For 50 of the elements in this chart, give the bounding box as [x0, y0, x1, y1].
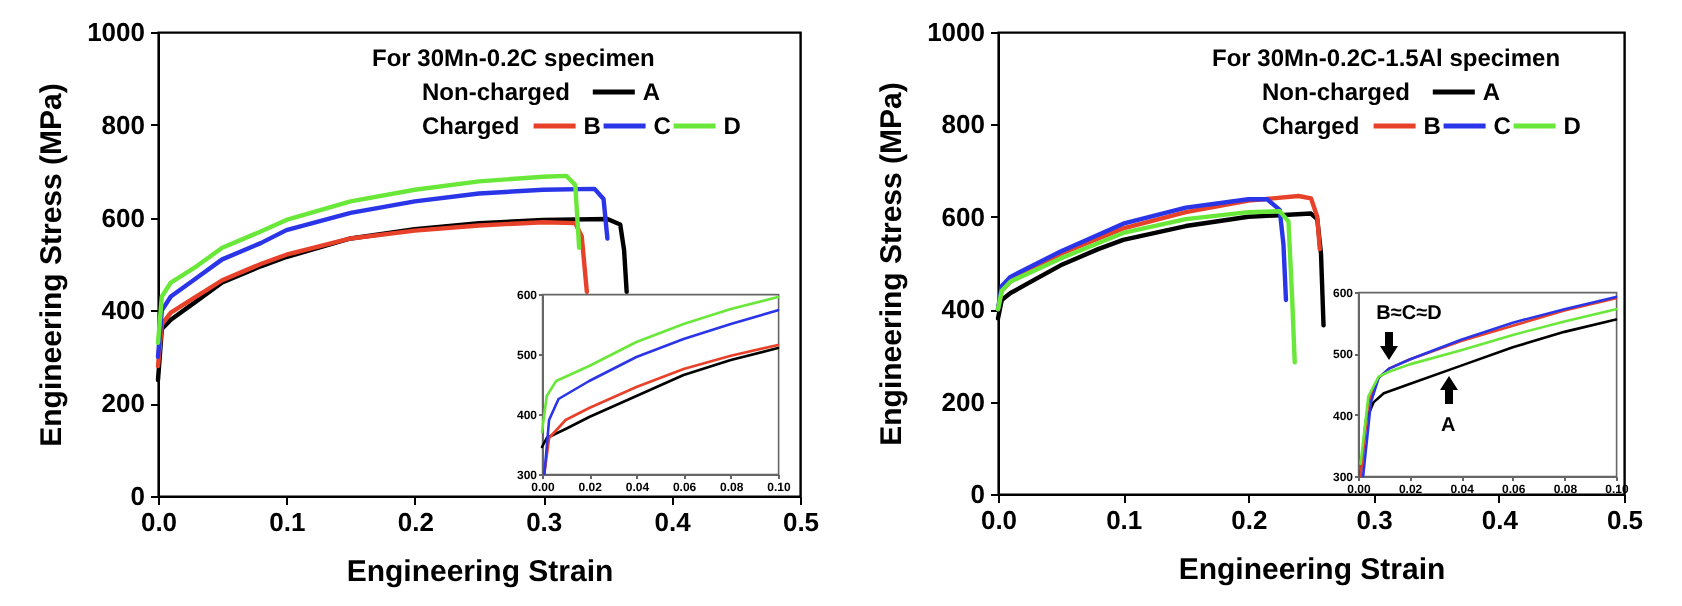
legend-label: B: [1423, 112, 1442, 140]
legend-label: C: [1493, 112, 1512, 140]
line-series: [540, 346, 780, 449]
x-tick-label: 0.2: [397, 507, 434, 537]
annotation: Charged: [422, 112, 520, 140]
legend-label: A: [1482, 78, 1501, 106]
legend-title: For 30Mn-0.2C-1.5Al specimen: [1212, 44, 1561, 72]
y-axis-title: Engineering Stress (MPa): [875, 82, 910, 446]
y-tick-label: 1000: [87, 17, 145, 47]
y-tick-label: 600: [101, 202, 145, 233]
annotation: Charged: [1262, 112, 1360, 140]
y-tick-label: 400: [101, 295, 145, 326]
line-series: [155, 220, 590, 369]
x-tick-label: 0.1: [1106, 505, 1143, 535]
y-tick-label: 1000: [927, 17, 985, 47]
annotation: A: [1441, 414, 1456, 437]
legend-label: D: [723, 112, 742, 140]
annotation: Non-charged: [1262, 78, 1411, 106]
legend-title: For 30Mn-0.2C specimen: [372, 44, 655, 72]
y-tick-label: 400: [941, 294, 985, 325]
line-series: [155, 173, 582, 346]
x-tick-label: 0.2: [1231, 505, 1268, 535]
y-tick-label: 200: [941, 386, 985, 417]
legend-label: B: [583, 112, 602, 140]
legend-label: C: [653, 112, 672, 140]
x-axis-title: Engineering Strain: [346, 555, 614, 589]
x-axis-title: Engineering Strain: [1178, 553, 1446, 587]
legend-label: D: [1563, 112, 1582, 140]
line-series: [995, 209, 1297, 365]
x-tick-label: 0.3: [1356, 505, 1393, 535]
x-tick-label: 0.4: [654, 507, 693, 537]
x-tick-label: 0.5: [782, 507, 820, 537]
annotation: B≈C≈D: [1376, 302, 1442, 325]
y-tick-label: 800: [101, 109, 145, 140]
annotation: Non-charged: [422, 78, 571, 106]
x-tick-label: 0.1: [269, 507, 306, 537]
y-axis-title: Engineering Stress (MPa): [35, 83, 70, 447]
legend-label: A: [642, 78, 661, 106]
line-series: [155, 186, 610, 359]
x-tick-label: 0.4: [1481, 505, 1520, 535]
x-tick-label: 0.0: [140, 507, 178, 537]
x-tick-label: 0.3: [526, 507, 563, 537]
y-tick-label: 800: [941, 109, 985, 140]
y-tick-label: 0: [130, 481, 145, 511]
x-tick-label: 0.5: [1606, 505, 1644, 535]
line-series: [540, 295, 780, 434]
y-tick-label: 600: [941, 201, 985, 232]
x-tick-label: 0.0: [980, 505, 1018, 535]
y-tick-label: 200: [101, 388, 145, 419]
y-tick-label: 0: [970, 479, 985, 509]
